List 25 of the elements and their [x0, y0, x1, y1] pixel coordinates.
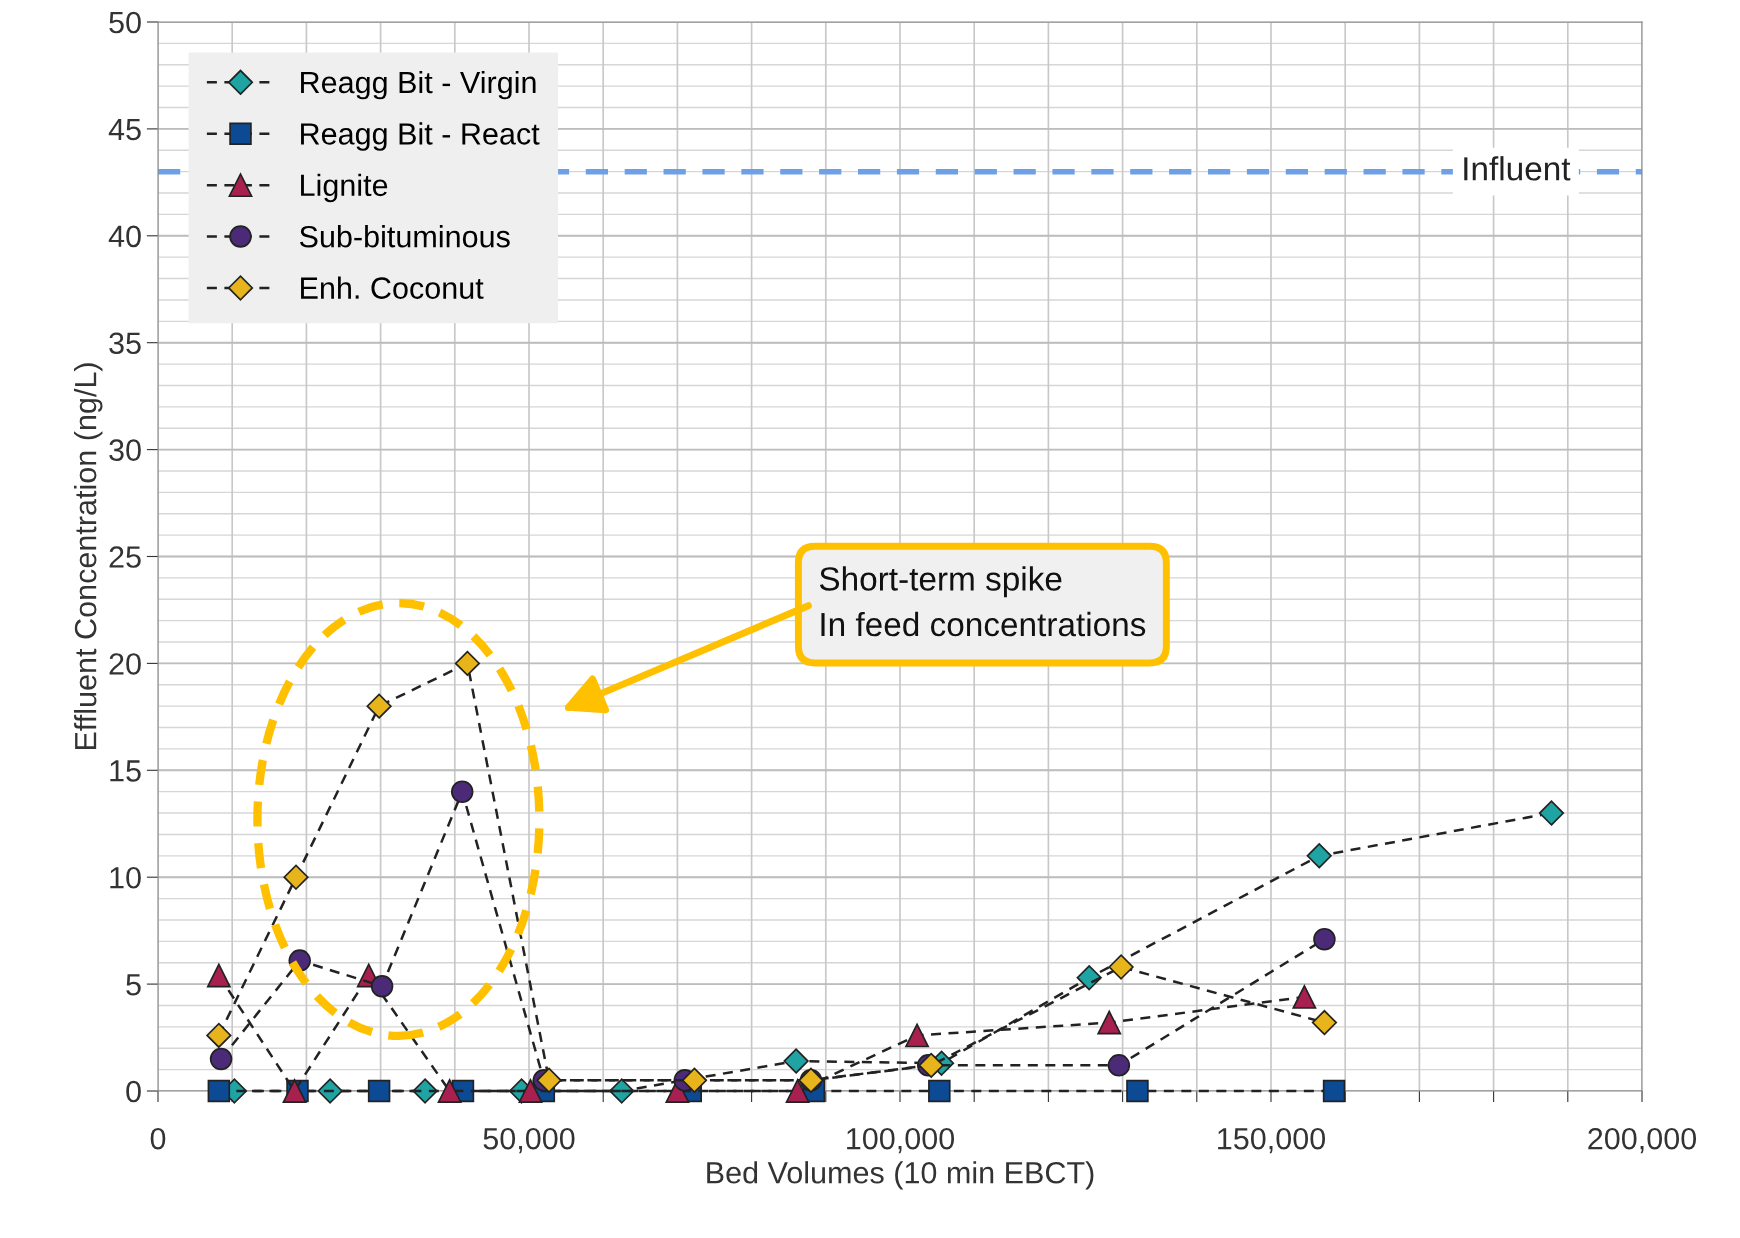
- y-tick-label: 35: [109, 332, 141, 355]
- x-tick-label: 150,000: [1218, 1127, 1326, 1154]
- y-tick-label: 5: [126, 974, 141, 996]
- y-tick-label: 0: [126, 1080, 141, 1103]
- y-tick-label: 25: [109, 546, 141, 568]
- ref-line-label: Influent: [1464, 156, 1571, 181]
- y-tick-label: 10: [110, 866, 141, 889]
- legend-label: Lignite: [301, 173, 388, 203]
- legend-label: Reagg Bit - Virgin: [301, 70, 536, 100]
- x-tick-label: 200,000: [1588, 1127, 1697, 1154]
- legend-label: Sub-bituminous: [299, 225, 510, 248]
- legend-label: Enh. Coconut: [301, 276, 484, 299]
- y-tick-label: 50: [109, 11, 141, 34]
- annotation: Short-term spike In feed concentrations: [819, 566, 1146, 637]
- y-tick-label: 15: [110, 760, 141, 782]
- x-tick-label: 100,000: [847, 1127, 955, 1154]
- y-tick-label: 20: [109, 653, 141, 675]
- y-axis-title: Effluent Concentration (ng/L): [74, 363, 103, 750]
- x-tick-label: 50,000: [483, 1127, 575, 1154]
- legend-label: Reagg Bit - React: [301, 122, 540, 151]
- y-tick-label: 45: [108, 118, 141, 141]
- y-tick-label: 30: [109, 439, 141, 461]
- y-tick-label: 40: [108, 225, 141, 248]
- x-tick-label: 0: [150, 1127, 166, 1150]
- x-axis-title: Bed Volumes (10 min EBCT): [707, 1161, 1094, 1190]
